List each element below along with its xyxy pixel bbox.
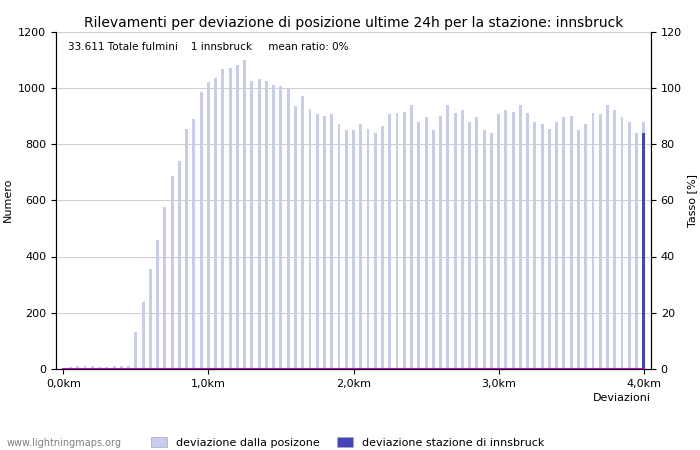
Bar (141, 302, 144, 369)
Bar (381, 126, 384, 369)
Bar (395, 113, 398, 369)
Bar (519, 105, 522, 369)
Bar (207, 82, 210, 369)
Bar (454, 113, 456, 369)
Bar (149, 269, 152, 369)
Bar (563, 117, 566, 369)
Bar (120, 365, 122, 369)
Bar (374, 133, 377, 369)
Text: Deviazioni: Deviazioni (593, 392, 651, 403)
Bar (214, 78, 217, 369)
Bar (186, 129, 188, 369)
Bar (83, 365, 87, 369)
Bar (69, 367, 72, 369)
Bar (243, 59, 246, 369)
Bar (526, 113, 529, 369)
Bar (359, 124, 362, 369)
Bar (193, 119, 195, 369)
Bar (613, 110, 616, 369)
Bar (76, 366, 79, 369)
Bar (345, 130, 348, 369)
Bar (447, 105, 449, 369)
Bar (540, 124, 544, 369)
Bar (156, 239, 159, 369)
Bar (643, 122, 645, 369)
Text: 33.611 Totale fulmini    1 innsbruck     mean ratio: 0%: 33.611 Totale fulmini 1 innsbruck mean r… (68, 42, 349, 52)
Bar (127, 366, 130, 369)
Bar (91, 366, 94, 369)
Bar (113, 366, 116, 369)
Bar (265, 81, 268, 369)
Bar (620, 117, 624, 369)
Bar (301, 96, 304, 369)
Bar (439, 116, 442, 369)
Bar (163, 207, 167, 369)
Bar (323, 116, 326, 369)
Bar (410, 105, 413, 369)
Bar (236, 65, 239, 369)
Bar (533, 122, 536, 369)
Bar (316, 114, 318, 369)
Bar (417, 122, 420, 369)
Bar (287, 88, 290, 369)
Bar (635, 133, 638, 369)
Bar (584, 124, 587, 369)
Bar (171, 176, 174, 369)
Bar (337, 124, 340, 369)
Bar (628, 122, 631, 369)
Bar (62, 368, 64, 369)
Bar (497, 114, 500, 369)
Bar (389, 114, 391, 369)
Bar (643, 133, 645, 369)
Bar (432, 130, 435, 369)
Bar (251, 81, 253, 369)
Bar (258, 79, 260, 369)
Bar (570, 116, 573, 369)
Bar (330, 114, 333, 369)
Bar (279, 86, 282, 369)
Text: www.lightningmaps.org: www.lightningmaps.org (7, 438, 122, 448)
Title: Rilevamenti per deviazione di posizione ultime 24h per la stazione: innsbruck: Rilevamenti per deviazione di posizione … (84, 16, 623, 30)
Bar (461, 110, 464, 369)
Bar (134, 333, 137, 369)
Bar (505, 110, 508, 369)
Bar (598, 114, 602, 369)
Bar (367, 129, 370, 369)
Bar (272, 85, 275, 369)
Bar (199, 92, 202, 369)
Bar (606, 105, 609, 369)
Bar (352, 130, 355, 369)
Bar (402, 112, 406, 369)
Bar (512, 112, 514, 369)
Bar (555, 122, 558, 369)
Bar (577, 130, 580, 369)
Bar (592, 113, 594, 369)
Bar (178, 161, 181, 369)
Bar (221, 69, 224, 369)
Bar (105, 367, 108, 369)
Bar (425, 117, 428, 369)
Bar (98, 367, 101, 369)
Bar (309, 109, 312, 369)
Bar (490, 133, 493, 369)
Bar (475, 117, 478, 369)
Bar (483, 130, 486, 369)
Bar (229, 68, 232, 369)
Y-axis label: Tasso [%]: Tasso [%] (687, 174, 697, 227)
Bar (294, 106, 297, 369)
Bar (468, 122, 471, 369)
Y-axis label: Numero: Numero (3, 178, 13, 222)
Bar (548, 129, 551, 369)
